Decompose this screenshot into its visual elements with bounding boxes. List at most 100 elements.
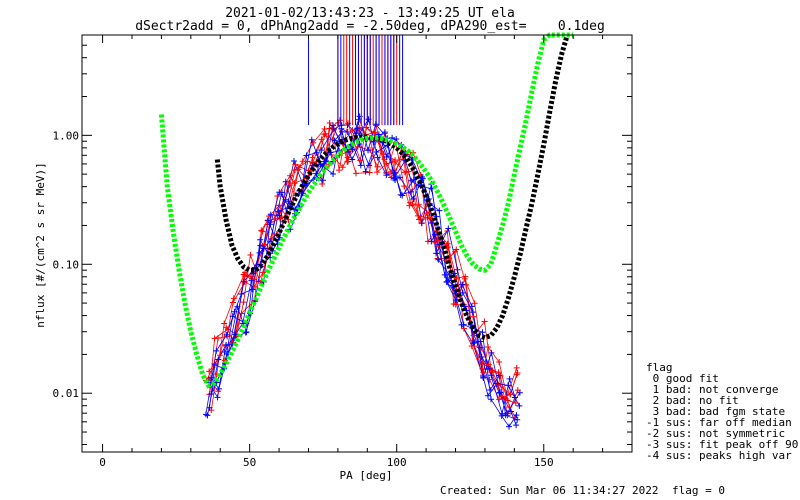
data-point-marker xyxy=(401,183,408,190)
legend-item: 2 bad: no fit xyxy=(646,394,739,407)
data-point-marker xyxy=(381,129,388,136)
data-point-marker xyxy=(505,382,512,389)
data-point-marker xyxy=(391,158,398,165)
data-point-marker xyxy=(387,168,394,175)
y-tick-label: 1.00 xyxy=(53,129,80,142)
data-point-marker xyxy=(494,380,501,387)
data-point-marker xyxy=(481,318,488,325)
data-point-marker xyxy=(211,361,218,368)
data-point-marker xyxy=(241,273,248,280)
data-point-marker xyxy=(230,295,237,302)
axis-ticks-layer: 0 50 100 150 0.01 0.10 1.00 xyxy=(53,34,632,469)
data-point-marker xyxy=(459,281,466,288)
data-point-marker xyxy=(454,266,461,273)
data-point-marker xyxy=(291,180,298,187)
data-point-marker xyxy=(282,178,289,185)
data-point-marker xyxy=(406,202,413,209)
data-point-marker xyxy=(374,169,381,176)
data-point-marker xyxy=(512,400,519,407)
data-point-marker xyxy=(416,216,423,223)
data-point-marker xyxy=(479,360,486,367)
data-point-marker xyxy=(230,299,237,306)
data-point-marker xyxy=(409,201,416,208)
data-point-marker xyxy=(453,275,460,282)
data-point-marker xyxy=(365,147,372,154)
data-point-marker xyxy=(330,126,337,133)
data-point-marker xyxy=(338,125,345,132)
data-point-marker xyxy=(383,160,390,167)
chart-title: 2021-01-02/13:43:23 - 13:49:25 UT ela xyxy=(225,6,515,21)
legend-header: flag xyxy=(646,361,673,374)
data-point-marker xyxy=(206,404,213,411)
data-point-marker xyxy=(513,412,520,419)
data-point-marker xyxy=(408,177,415,184)
plot-frame xyxy=(81,34,633,453)
data-point-marker xyxy=(374,163,381,170)
data-point-marker xyxy=(396,174,403,181)
data-point-marker xyxy=(513,371,520,378)
data-point-marker xyxy=(371,129,378,136)
data-point-marker xyxy=(476,344,483,351)
x-tick-label: 100 xyxy=(387,456,407,469)
data-point-marker xyxy=(229,313,236,320)
data-point-marker xyxy=(257,236,264,243)
data-point-marker xyxy=(240,299,247,306)
data-point-marker xyxy=(516,389,523,396)
data-point-marker xyxy=(418,220,425,227)
data-point-marker xyxy=(391,169,398,176)
data-point-marker xyxy=(345,158,352,165)
data-markers-layer xyxy=(202,113,523,430)
data-point-marker xyxy=(322,158,329,165)
legend-item: -3 sus: fit peak off 90 xyxy=(646,438,798,451)
data-point-marker xyxy=(470,340,477,347)
data-point-marker xyxy=(486,376,493,383)
data-point-marker xyxy=(388,174,395,181)
data-point-marker xyxy=(248,277,255,284)
data-point-marker xyxy=(232,331,239,338)
data-point-marker xyxy=(300,190,307,197)
data-point-marker xyxy=(319,177,326,184)
data-point-marker xyxy=(290,157,297,164)
data-point-marker xyxy=(257,242,264,249)
data-point-marker xyxy=(497,389,504,396)
data-point-marker xyxy=(357,157,364,164)
data-point-marker xyxy=(514,416,521,423)
data-point-marker xyxy=(468,303,475,310)
data-point-marker xyxy=(274,193,281,200)
data-point-marker xyxy=(339,164,346,171)
data-point-marker xyxy=(336,167,343,174)
data-point-marker xyxy=(488,349,495,356)
data-point-marker xyxy=(292,161,299,168)
data-point-marker xyxy=(238,291,245,298)
data-point-marker xyxy=(496,396,503,403)
data-point-marker xyxy=(489,367,496,374)
data-point-marker xyxy=(249,286,256,293)
data-point-marker xyxy=(507,408,514,415)
data-point-marker xyxy=(471,300,478,307)
legend-item: -2 sus: not symmetric xyxy=(646,427,785,440)
data-point-marker xyxy=(349,146,356,153)
data-point-marker xyxy=(477,338,484,345)
data-point-marker xyxy=(208,374,215,381)
data-point-marker xyxy=(234,303,241,310)
data-point-marker xyxy=(511,394,518,401)
data-point-marker xyxy=(313,149,320,156)
y-tick-label: 0.01 xyxy=(53,387,80,400)
data-point-marker xyxy=(498,393,505,400)
data-point-marker xyxy=(496,389,503,396)
data-point-marker xyxy=(344,128,351,135)
fit-curve xyxy=(214,34,570,341)
data-point-marker xyxy=(206,368,213,375)
data-point-marker xyxy=(370,138,377,145)
data-point-marker xyxy=(458,321,465,328)
data-point-marker xyxy=(428,238,435,245)
data-point-marker xyxy=(215,385,222,392)
data-point-marker xyxy=(330,122,336,129)
data-point-marker xyxy=(223,341,230,348)
data-point-marker xyxy=(506,423,513,430)
data-point-marker xyxy=(453,246,460,253)
data-point-marker xyxy=(401,169,408,176)
data-point-marker xyxy=(286,180,293,187)
data-point-marker xyxy=(383,172,390,179)
data-point-marker xyxy=(231,308,238,315)
